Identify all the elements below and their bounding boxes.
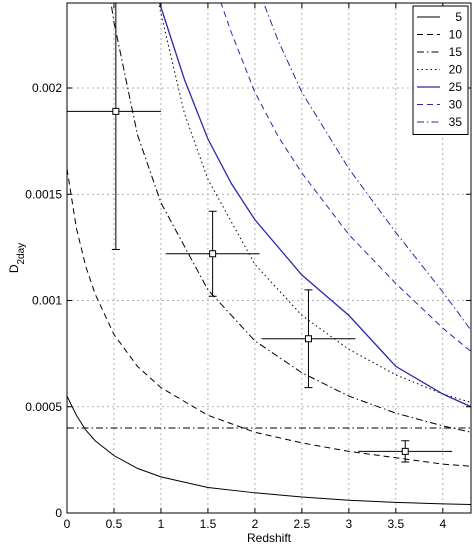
legend-label-5: 5 [455, 10, 462, 24]
x-tick-label: 1 [158, 517, 165, 531]
x-tick-label: 2.5 [294, 517, 311, 531]
x-tick-label: 3 [346, 517, 353, 531]
x-tick-label: 1.5 [200, 517, 217, 531]
legend-label-20: 20 [449, 63, 463, 77]
y-axis-title: D2day [7, 243, 27, 273]
series-line-20 [158, 3, 471, 403]
x-tick-label: 0 [64, 517, 71, 531]
series-layer [67, 3, 471, 505]
series-line-10 [67, 168, 471, 467]
plot-frame [66, 2, 472, 514]
x-tick-label: 4 [439, 517, 446, 531]
tick-layer: 0 0.5 1 1.5 2 2.5 3 3.5 4 0 0.0005 0.001 0.0015 0.002 [25, 3, 471, 531]
legend-label-35: 35 [449, 115, 463, 129]
legend-label-15: 15 [449, 45, 463, 59]
y-tick-label: 0.001 [32, 294, 62, 308]
y-tick-label: 0 [55, 506, 62, 520]
points-layer [67, 3, 453, 463]
x-tick-label: 2 [252, 517, 259, 531]
data-point [401, 447, 409, 455]
legend-label-10: 10 [449, 28, 463, 42]
y-axis-title-main: D [7, 264, 21, 273]
legend-label-30: 30 [449, 98, 463, 112]
x-tick-label: 3.5 [387, 517, 404, 531]
legend-box [412, 5, 469, 135]
legend-label-25: 25 [449, 80, 463, 94]
x-axis-title: Redshift [247, 531, 292, 545]
series-line-35 [263, 3, 471, 331]
data-point [209, 250, 217, 258]
data-point [304, 335, 312, 343]
x-tick-label: 0.5 [106, 517, 123, 531]
legend-layer: 5 10 15 20 25 30 35 [412, 5, 469, 135]
y-axis-title-subscript: 2day [16, 243, 27, 265]
series-line-25 [158, 3, 471, 408]
grid-layer [67, 3, 471, 513]
series-line-5 [67, 395, 471, 505]
y-tick-label: 0.0005 [25, 400, 62, 414]
series-line-30 [220, 3, 471, 352]
data-point [112, 107, 120, 115]
y-tick-label: 0.002 [32, 81, 62, 95]
series-line-15 [110, 3, 471, 433]
y-tick-label: 0.0015 [25, 187, 62, 201]
